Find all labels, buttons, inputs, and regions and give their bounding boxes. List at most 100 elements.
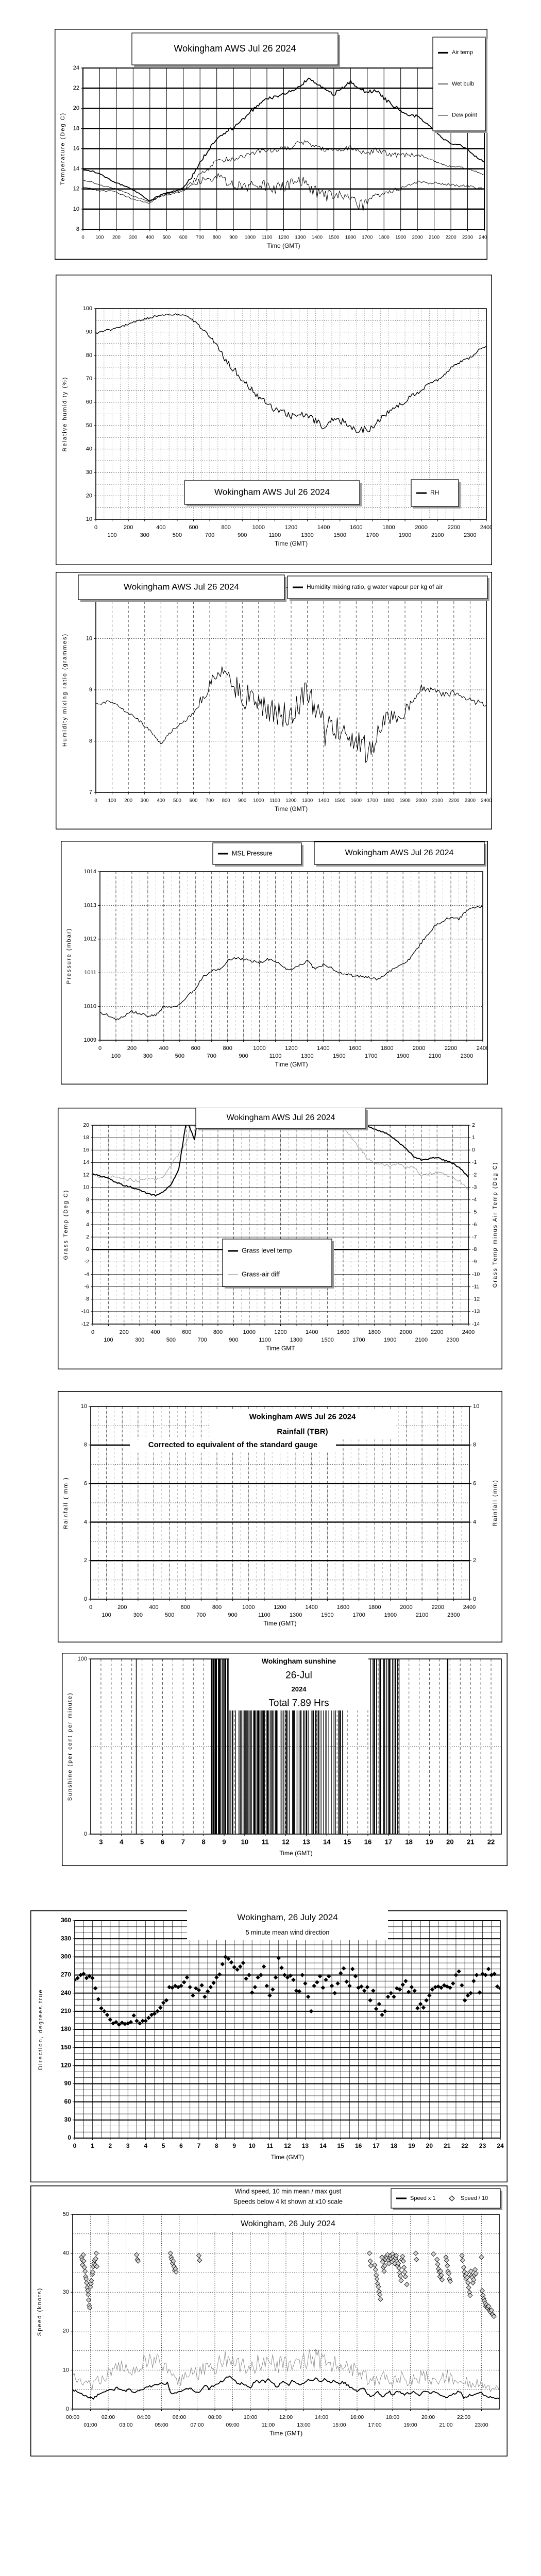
x-tick-label: 06:00 bbox=[173, 2414, 186, 2420]
x-tick-label: 1700 bbox=[367, 798, 378, 804]
x-tick-label: 14 bbox=[323, 1838, 331, 1845]
y2-tick-label: -10 bbox=[472, 1271, 480, 1277]
x-tick-label: 100 bbox=[102, 1612, 111, 1618]
x-tick-label: 600 bbox=[181, 1604, 190, 1611]
y2-tick-label: 2 bbox=[472, 1122, 475, 1128]
y-tick-label: 12 bbox=[73, 186, 79, 192]
x-tick-label: 22 bbox=[461, 2142, 468, 2149]
x-tick-label: 600 bbox=[189, 524, 198, 531]
x-tick-label: 1700 bbox=[365, 1053, 377, 1059]
chart-wind-speed: 00:00 01:00 02:00 03:00 04:00 05:00 06:00 07:00… bbox=[30, 2185, 508, 2456]
legend: RH bbox=[411, 479, 461, 509]
y2-tick-label: -9 bbox=[472, 1259, 477, 1265]
x-tick-label: 100 bbox=[107, 532, 116, 538]
legend-label: Speed / 10 bbox=[461, 2195, 488, 2201]
x-tick-label: 0 bbox=[98, 1045, 102, 1052]
y-tick-label: 180 bbox=[61, 2025, 71, 2032]
y-tick-label: 100 bbox=[78, 1656, 87, 1662]
title-text: Wokingham, 26 July 2024 bbox=[241, 2219, 335, 2228]
x-tick-label: 1600 bbox=[337, 1604, 349, 1611]
y-tick-label: 7 bbox=[89, 789, 92, 795]
y-tick-label: 210 bbox=[61, 2007, 71, 2014]
x-tick-label: 900 bbox=[228, 1612, 237, 1618]
legend-label: Dew point bbox=[452, 112, 477, 118]
x-tick-label: 0 bbox=[89, 1604, 92, 1611]
y-tick-label: 90 bbox=[86, 329, 92, 335]
x-tick-label: 1100 bbox=[259, 1337, 271, 1343]
title-text: Rainfall (TBR) bbox=[277, 1427, 328, 1436]
x-tick-label: 1000 bbox=[253, 798, 264, 804]
x-tick-label: 1900 bbox=[399, 532, 411, 538]
x-axis: 0100200300400500600700800900100011001200… bbox=[94, 519, 492, 547]
y2-tick-label: -4 bbox=[472, 1197, 477, 1203]
x-tick-label: 12 bbox=[282, 1838, 289, 1845]
x-tick-label: 1800 bbox=[368, 1329, 381, 1335]
x-tick-label: 10 bbox=[241, 1838, 248, 1845]
x-tick-label: 900 bbox=[239, 1053, 248, 1059]
panel-temperature: 0 100 200 300 400 500 600 700 800 900 1000 1100 1200… bbox=[55, 29, 487, 260]
x-tick-label: 100 bbox=[96, 235, 104, 241]
title-box: Wokingham, 26 July 2024 5 minute mean win… bbox=[187, 1910, 388, 1940]
x-tick-label: 8 bbox=[202, 1838, 206, 1845]
chart-grass-temperature: 0100200300400500600700800900100011001200… bbox=[58, 1108, 502, 1369]
y2-axis-title: Rainfall (mm) bbox=[492, 1479, 498, 1526]
y2-tick-label: -3 bbox=[472, 1184, 477, 1190]
x-tick-label: 1800 bbox=[368, 1604, 381, 1611]
y-axis: 1009 1010 1011 1012 1013 1014 Pressure (mbar) bbox=[66, 869, 100, 1043]
y-axis: 0 2 4 6 8 10 Rainfall ( mm ) bbox=[63, 1403, 91, 1602]
x-tick-label: 21:00 bbox=[439, 2422, 452, 2428]
y2-tick-label: -12 bbox=[472, 1296, 480, 1302]
x-tick-label: 800 bbox=[223, 1045, 232, 1052]
legend-label: Wet bulb bbox=[452, 81, 474, 87]
x-tick-label: 800 bbox=[213, 1329, 223, 1335]
x-tick-label: 1100 bbox=[269, 532, 281, 538]
x-tick-label: 16:00 bbox=[350, 2414, 364, 2420]
y-tick-label: 9 bbox=[89, 687, 92, 693]
x-axis: 0100200300400500600700800900100011001200… bbox=[89, 1599, 476, 1627]
x-axis-title: Time (GMT) bbox=[275, 805, 308, 812]
x-tick-label: 2400 bbox=[480, 524, 492, 531]
series-grass-level-temp bbox=[93, 1125, 468, 1197]
x-tick-label: 16 bbox=[355, 2142, 362, 2149]
x-tick-label: 1800 bbox=[379, 235, 390, 241]
y-tick-label: 1012 bbox=[84, 936, 96, 942]
y-tick-label: -6 bbox=[84, 1283, 89, 1290]
x-tick-label: 8 bbox=[215, 2142, 218, 2149]
x-tick-label: 1700 bbox=[366, 532, 379, 538]
y-tick-label: 30 bbox=[63, 2289, 69, 2295]
x-tick-label: 22 bbox=[487, 1838, 495, 1845]
y-tick-label: 16 bbox=[83, 1147, 89, 1153]
title-text: Wokingham AWS Jul 26 2024 bbox=[345, 849, 454, 857]
y-tick-label: 24 bbox=[73, 65, 79, 71]
y-tick-label: 1011 bbox=[84, 970, 96, 976]
y-tick-label: 10 bbox=[86, 635, 92, 641]
y-tick-label: 30 bbox=[64, 2116, 72, 2123]
x-tick-label: 2400 bbox=[477, 1045, 488, 1052]
legend-label: Air temp bbox=[452, 49, 473, 56]
y-axis-title: Sunshine (per cent per minute) bbox=[67, 1692, 73, 1801]
x-axis-title: Time (GMT) bbox=[263, 1620, 296, 1627]
y-tick-label: 60 bbox=[86, 399, 92, 405]
x-axis-title: Time (GMT) bbox=[279, 1850, 312, 1857]
y-tick-label: 2 bbox=[86, 1234, 89, 1240]
x-tick-label: 1400 bbox=[306, 1329, 318, 1335]
x-tick-label: 4 bbox=[120, 1838, 124, 1845]
y-tick-label: 120 bbox=[61, 2062, 71, 2069]
x-tick-label: 1400 bbox=[317, 1045, 329, 1052]
x-tick-label: 11:00 bbox=[262, 2422, 275, 2428]
x-tick-label: 1600 bbox=[350, 524, 362, 531]
x-tick-label: 1200 bbox=[285, 524, 297, 531]
x-tick-label: 2200 bbox=[448, 524, 460, 531]
x-axis: 00:00 01:00 02:00 03:00 04:00 05:00 06:00 07:00… bbox=[66, 2409, 488, 2437]
series-group bbox=[73, 2250, 499, 2400]
y2-tick-label: 0 bbox=[473, 1596, 476, 1602]
x-tick-label: 600 bbox=[191, 1045, 200, 1052]
x-tick-label: 1600 bbox=[345, 235, 356, 241]
x-tick-label: 6 bbox=[179, 2142, 183, 2149]
y-tick-label: 20 bbox=[63, 2328, 69, 2334]
x-tick-label: 2400 bbox=[462, 1329, 475, 1335]
x-tick-label: 19 bbox=[408, 2142, 415, 2149]
y-tick-label: 20 bbox=[83, 1122, 89, 1128]
x-tick-label: 18:00 bbox=[386, 2414, 399, 2420]
